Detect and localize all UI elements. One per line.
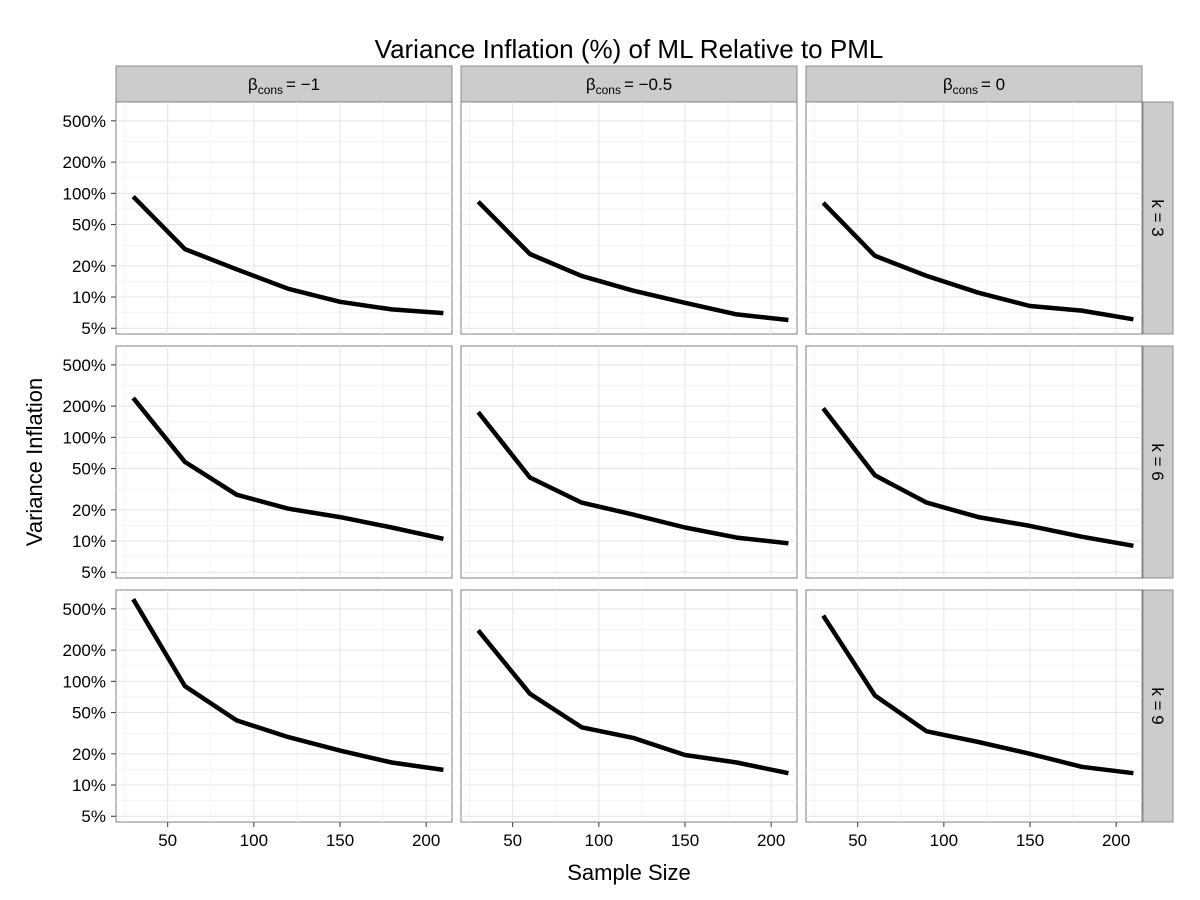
x-tick-label: 50 [503, 831, 522, 850]
y-tick-label: 500% [63, 112, 106, 131]
panel-background [805, 345, 1143, 579]
row-strip-label: k = 6 [1148, 443, 1167, 480]
panel-background [115, 101, 453, 335]
facet-panel [805, 101, 1143, 335]
panel-background [460, 345, 798, 579]
y-tick-label: 50% [72, 704, 106, 723]
y-tick-label: 20% [72, 501, 106, 520]
y-tick-label: 10% [72, 288, 106, 307]
x-axis-title: Sample Size [567, 860, 691, 885]
y-tick-label: 200% [63, 641, 106, 660]
facet-panels: βcons = −1 βcons = −0.5 βcons = 0 k = 3 k = 6 k … [63, 65, 1174, 850]
x-tick-label: 150 [671, 831, 699, 850]
row-strip: k = 9 [1142, 589, 1174, 823]
y-tick-label: 100% [63, 428, 106, 447]
panel-background [115, 589, 453, 823]
panel-background [805, 101, 1143, 335]
x-tick-label: 100 [585, 831, 613, 850]
row-strip: k = 3 [1142, 101, 1174, 335]
x-tick-label: 50 [158, 831, 177, 850]
column-strip-label: βcons = −1 [248, 75, 320, 97]
row-strip: k = 6 [1142, 345, 1174, 579]
column-strip: βcons = 0 [805, 65, 1143, 103]
x-tick-label: 200 [412, 831, 440, 850]
facet-panel: 50 100 150 200 [805, 589, 1143, 850]
x-tick-label: 150 [326, 831, 354, 850]
row-strip-label: k = 3 [1148, 199, 1167, 236]
y-tick-label: 500% [63, 356, 106, 375]
panel-background [460, 589, 798, 823]
y-tick-label: 500% [63, 600, 106, 619]
x-tick-label: 100 [930, 831, 958, 850]
facet-panel: 5% 10% 20% 50% 100% 200% 500% 50 100 150 200 [63, 589, 453, 850]
row-strip-label: k = 9 [1148, 687, 1167, 724]
column-strip: βcons = −1 [115, 65, 453, 103]
facet-panel: 5% 10% 20% 50% 100% 200% 500% [63, 101, 453, 338]
y-axis-title: Variance Inflation [22, 378, 47, 546]
y-tick-label: 20% [72, 257, 106, 276]
y-tick-label: 200% [63, 397, 106, 416]
facet-panel: 50 100 150 200 [460, 589, 798, 850]
y-tick-label: 20% [72, 745, 106, 764]
y-tick-label: 100% [63, 184, 106, 203]
facet-panel [460, 101, 798, 335]
y-tick-label: 100% [63, 672, 106, 691]
chart-title: Variance Inflation (%) of ML Relative to… [375, 34, 884, 64]
x-tick-label: 50 [848, 831, 867, 850]
panel-background [805, 589, 1143, 823]
y-tick-label: 10% [72, 776, 106, 795]
x-tick-label: 200 [757, 831, 785, 850]
facet-panel: 5% 10% 20% 50% 100% 200% 500% [63, 345, 453, 582]
facet-panel [805, 345, 1143, 579]
x-tick-label: 200 [1102, 831, 1130, 850]
y-tick-label: 10% [72, 532, 106, 551]
column-strip-label: βcons = 0 [943, 75, 1005, 97]
facet-panel [460, 345, 798, 579]
y-tick-label: 50% [72, 460, 106, 479]
y-tick-label: 5% [81, 563, 106, 582]
y-tick-label: 5% [81, 807, 106, 826]
column-strip: βcons = −0.5 [460, 65, 798, 103]
column-strip-label: βcons = −0.5 [586, 75, 672, 97]
panel-background [115, 345, 453, 579]
y-tick-label: 200% [63, 153, 106, 172]
y-tick-label: 5% [81, 319, 106, 338]
y-tick-label: 50% [72, 216, 106, 235]
x-tick-label: 100 [240, 831, 268, 850]
x-tick-label: 150 [1016, 831, 1044, 850]
panel-background [460, 101, 798, 335]
